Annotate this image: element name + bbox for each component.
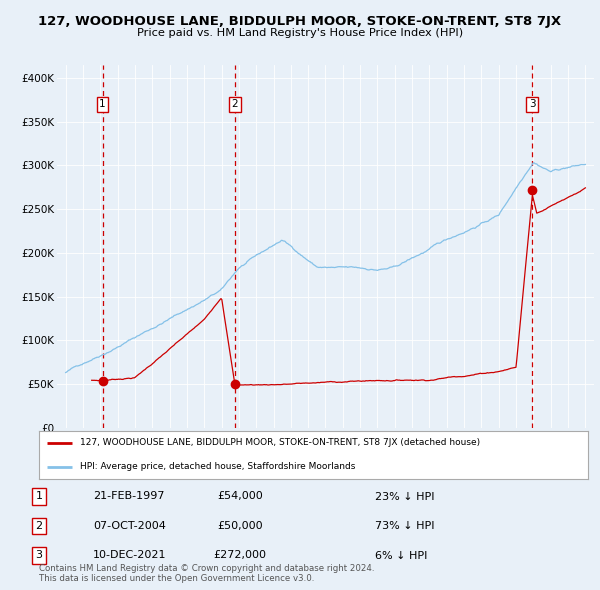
Text: 127, WOODHOUSE LANE, BIDDULPH MOOR, STOKE-ON-TRENT, ST8 7JX (detached house): 127, WOODHOUSE LANE, BIDDULPH MOOR, STOK…	[80, 438, 481, 447]
Text: 23% ↓ HPI: 23% ↓ HPI	[375, 491, 434, 502]
Text: £272,000: £272,000	[214, 550, 266, 560]
Text: 6% ↓ HPI: 6% ↓ HPI	[375, 550, 427, 560]
Text: 10-DEC-2021: 10-DEC-2021	[93, 550, 167, 560]
Text: Contains HM Land Registry data © Crown copyright and database right 2024.
This d: Contains HM Land Registry data © Crown c…	[39, 563, 374, 583]
Text: 127, WOODHOUSE LANE, BIDDULPH MOOR, STOKE-ON-TRENT, ST8 7JX: 127, WOODHOUSE LANE, BIDDULPH MOOR, STOK…	[38, 15, 562, 28]
Text: 3: 3	[529, 99, 536, 109]
Text: Price paid vs. HM Land Registry's House Price Index (HPI): Price paid vs. HM Land Registry's House …	[137, 28, 463, 38]
Text: 1: 1	[35, 491, 43, 502]
Text: HPI: Average price, detached house, Staffordshire Moorlands: HPI: Average price, detached house, Staf…	[80, 463, 356, 471]
Text: 2: 2	[232, 99, 238, 109]
Text: £50,000: £50,000	[217, 521, 263, 531]
Text: £54,000: £54,000	[217, 491, 263, 502]
Text: 07-OCT-2004: 07-OCT-2004	[93, 521, 166, 531]
Text: 2: 2	[35, 521, 43, 531]
Text: 3: 3	[35, 550, 43, 560]
Text: 1: 1	[99, 99, 106, 109]
Text: 21-FEB-1997: 21-FEB-1997	[93, 491, 164, 502]
Text: 73% ↓ HPI: 73% ↓ HPI	[375, 521, 434, 531]
